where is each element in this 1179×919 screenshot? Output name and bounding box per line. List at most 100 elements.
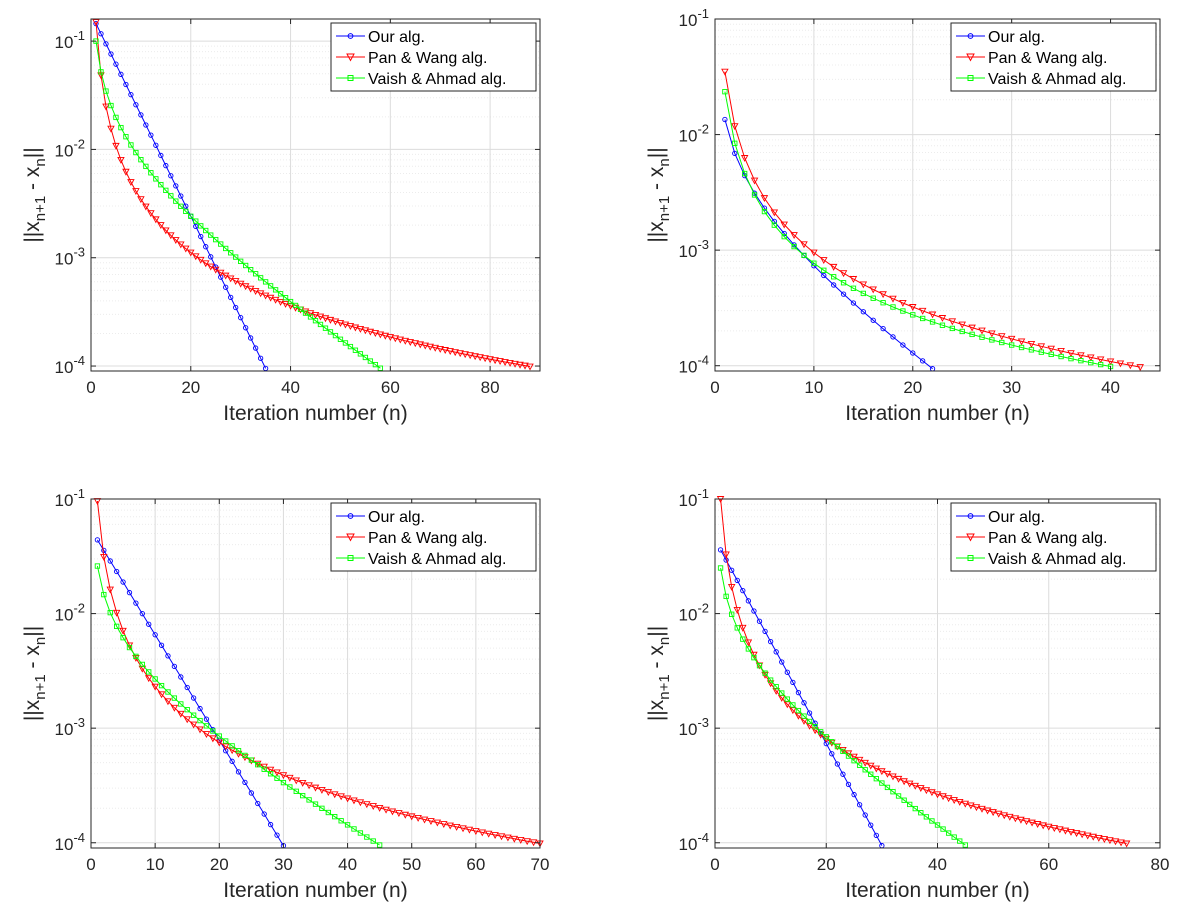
- data-point: [801, 700, 807, 706]
- data-point: [213, 236, 219, 243]
- data-point: [243, 262, 249, 269]
- data-point: [1116, 360, 1125, 368]
- data-point: [165, 653, 171, 659]
- data-point: [177, 710, 185, 718]
- data-point: [261, 292, 270, 300]
- data-point: [152, 216, 160, 224]
- data-point: [376, 331, 385, 339]
- y-tick-label: 10-1: [55, 28, 85, 52]
- legend: Our alg. Pan & Wang alg. Vaish & Ahmad alg…: [330, 502, 537, 572]
- data-point: [1072, 830, 1081, 838]
- data-point: [873, 832, 879, 839]
- data-point: [229, 743, 235, 749]
- data-point: [261, 811, 267, 817]
- legend-label: Vaish & Ahmad alg.: [368, 71, 506, 88]
- data-point: [148, 132, 154, 138]
- legend-marker: [966, 533, 975, 542]
- data-point: [184, 707, 190, 713]
- data-point: [133, 102, 139, 108]
- data-point: [361, 327, 370, 335]
- data-point: [521, 362, 529, 370]
- y-tick-label: 10-2: [679, 122, 709, 146]
- data-point: [771, 222, 777, 228]
- data-point: [739, 624, 747, 632]
- data-point: [411, 340, 420, 348]
- data-point: [252, 271, 259, 277]
- data-point: [889, 295, 897, 303]
- data-point: [939, 322, 946, 328]
- data-point: [247, 267, 254, 273]
- data-point: [347, 343, 354, 350]
- data-point: [332, 814, 338, 820]
- data-point: [783, 701, 792, 709]
- data-point: [1117, 839, 1125, 847]
- data-point: [151, 683, 159, 691]
- x-tick-label: 40: [338, 855, 357, 874]
- data-point: [246, 285, 255, 293]
- data-point: [461, 351, 469, 359]
- data-point: [113, 61, 119, 67]
- minor-grid: [715, 23, 1160, 332]
- data-point: [119, 627, 127, 635]
- data-point: [170, 704, 179, 712]
- data-point: [968, 324, 976, 332]
- legend-marker: [347, 513, 354, 519]
- legend-marker: [346, 533, 355, 542]
- legend-marker: [967, 513, 974, 519]
- x-tick-label: 80: [1151, 855, 1170, 874]
- data-point: [401, 811, 410, 819]
- data-point: [172, 237, 180, 244]
- data-point: [184, 684, 190, 691]
- data-point: [218, 241, 224, 247]
- data-point: [791, 243, 797, 250]
- data-point: [821, 267, 827, 273]
- data-point: [849, 276, 858, 283]
- data-point: [818, 729, 824, 735]
- data-point: [840, 771, 846, 777]
- data-point: [928, 789, 936, 797]
- axes-frame: [90, 498, 541, 849]
- data-point: [306, 310, 315, 318]
- data-point: [994, 810, 1003, 818]
- data-point: [516, 837, 525, 844]
- series-group: [93, 498, 544, 849]
- data-point: [762, 670, 768, 676]
- x-axis-label: Iteration number (n): [845, 402, 1029, 425]
- data-point: [820, 257, 828, 264]
- data-point: [178, 674, 184, 680]
- data-point: [940, 826, 946, 832]
- data-point: [756, 663, 763, 669]
- data-point: [231, 278, 240, 286]
- data-point: [890, 789, 896, 795]
- data-point: [972, 804, 981, 812]
- data-point: [839, 270, 848, 278]
- data-point: [1106, 837, 1114, 845]
- data-point: [235, 769, 242, 775]
- data-point: [103, 41, 109, 47]
- data-point: [1058, 353, 1064, 360]
- data-point: [1037, 343, 1046, 351]
- data-point: [228, 250, 234, 256]
- data-point: [342, 340, 349, 346]
- x-axis-label: Iteration number (n): [845, 879, 1029, 902]
- legend-box: [330, 22, 537, 92]
- data-point: [484, 830, 493, 838]
- data-point: [257, 355, 264, 361]
- data-point: [98, 69, 104, 75]
- data-point: [1096, 356, 1105, 364]
- data-point: [307, 314, 314, 320]
- data-point: [733, 607, 742, 614]
- data-point: [139, 661, 145, 668]
- data-point: [440, 821, 448, 829]
- data-point: [889, 773, 897, 781]
- data-point: [958, 321, 966, 329]
- data-point: [800, 241, 808, 249]
- data-point: [801, 713, 807, 719]
- data-point: [317, 321, 324, 328]
- data-point: [988, 330, 996, 338]
- data-point: [1061, 827, 1070, 835]
- data-point: [248, 757, 255, 763]
- data-point: [1095, 834, 1103, 842]
- data-point: [193, 223, 199, 230]
- legend-label: Vaish & Ahmad alg.: [988, 551, 1126, 568]
